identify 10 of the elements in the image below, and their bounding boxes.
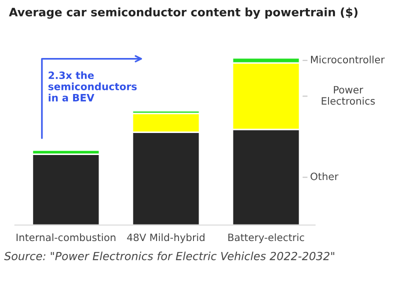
series-label: Other xyxy=(310,172,338,180)
annotation: 2.3x the semiconductors in a BEV xyxy=(48,71,137,102)
series-label: Microcontroller xyxy=(311,56,385,64)
bar xyxy=(32,154,100,226)
chart-title: Average car semiconductor content by powertrain ($) xyxy=(8,8,358,19)
text: Power Electronics xyxy=(322,86,375,105)
x-tick-label: Internal-combustion xyxy=(16,233,116,242)
x-tick-label: 48V Mild-hybrid xyxy=(127,233,204,244)
source-note: Source: "Power Electronics for Electric Vehicles 2022-2032" xyxy=(4,252,334,260)
x-tick-label: Battery-electric xyxy=(228,233,304,244)
